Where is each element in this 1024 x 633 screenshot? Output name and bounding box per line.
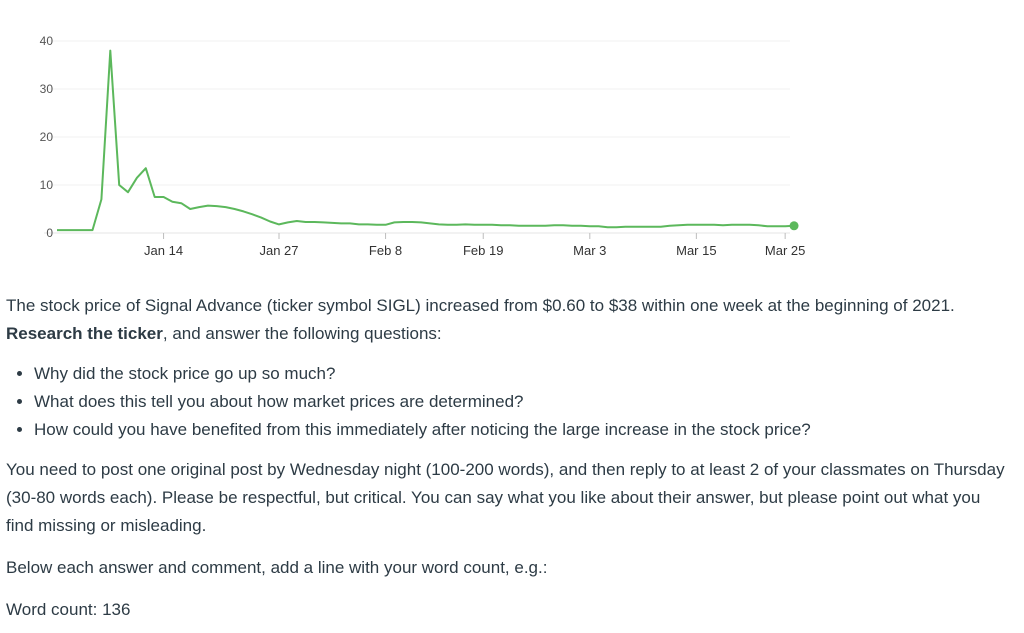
series-line-sigl [57, 49, 795, 232]
x-axis-ticks: Jan 14 Jan 27 Feb 8 Feb 19 Mar 3 Mar 15 Mar 25 [144, 233, 805, 258]
question-item: Why did the stock price go up so much? [34, 360, 1006, 388]
word-count-instruction: Below each answer and comment, add a lin… [6, 558, 548, 577]
y-tick-label: 40 [40, 34, 54, 48]
intro-paragraph: The stock price of Signal Advance (ticke… [6, 292, 1006, 348]
intro-text: The stock price of Signal Advance (ticke… [6, 296, 955, 315]
word-count-example: Word count: 136 [6, 600, 131, 619]
question-item: What does this tell you about how market… [34, 388, 1006, 416]
questions-list: Why did the stock price go up so much? W… [6, 360, 1006, 444]
y-tick-label: 0 [46, 226, 53, 240]
x-tick-label: Mar 25 [765, 243, 805, 258]
intro-text-end: , and answer the following questions: [162, 324, 442, 343]
y-tick-label: 10 [40, 178, 54, 192]
y-axis-ticks: 0 10 20 30 40 [40, 34, 54, 240]
x-tick-label: Mar 3 [573, 243, 606, 258]
research-emphasis: Research the ticker [6, 324, 163, 343]
y-tick-label: 30 [40, 82, 54, 96]
stock-price-chart: 0 10 20 30 40 Jan 14 Jan 27 Feb 8 Feb 19 Mar 3 Ma… [40, 34, 806, 258]
series-end-marker [789, 221, 799, 231]
y-tick-label: 20 [40, 130, 54, 144]
question-item: How could you have benefited from this i… [34, 416, 1006, 444]
x-tick-label: Jan 14 [144, 243, 183, 258]
chart-gridlines [44, 40, 790, 234]
assignment-content: The stock price of Signal Advance (ticke… [6, 292, 1006, 624]
instructions-paragraph: You need to post one original post by We… [6, 460, 1005, 535]
x-tick-label: Mar 15 [676, 243, 716, 258]
x-tick-label: Feb 19 [463, 243, 503, 258]
x-tick-label: Jan 27 [259, 243, 298, 258]
x-tick-label: Feb 8 [369, 243, 402, 258]
